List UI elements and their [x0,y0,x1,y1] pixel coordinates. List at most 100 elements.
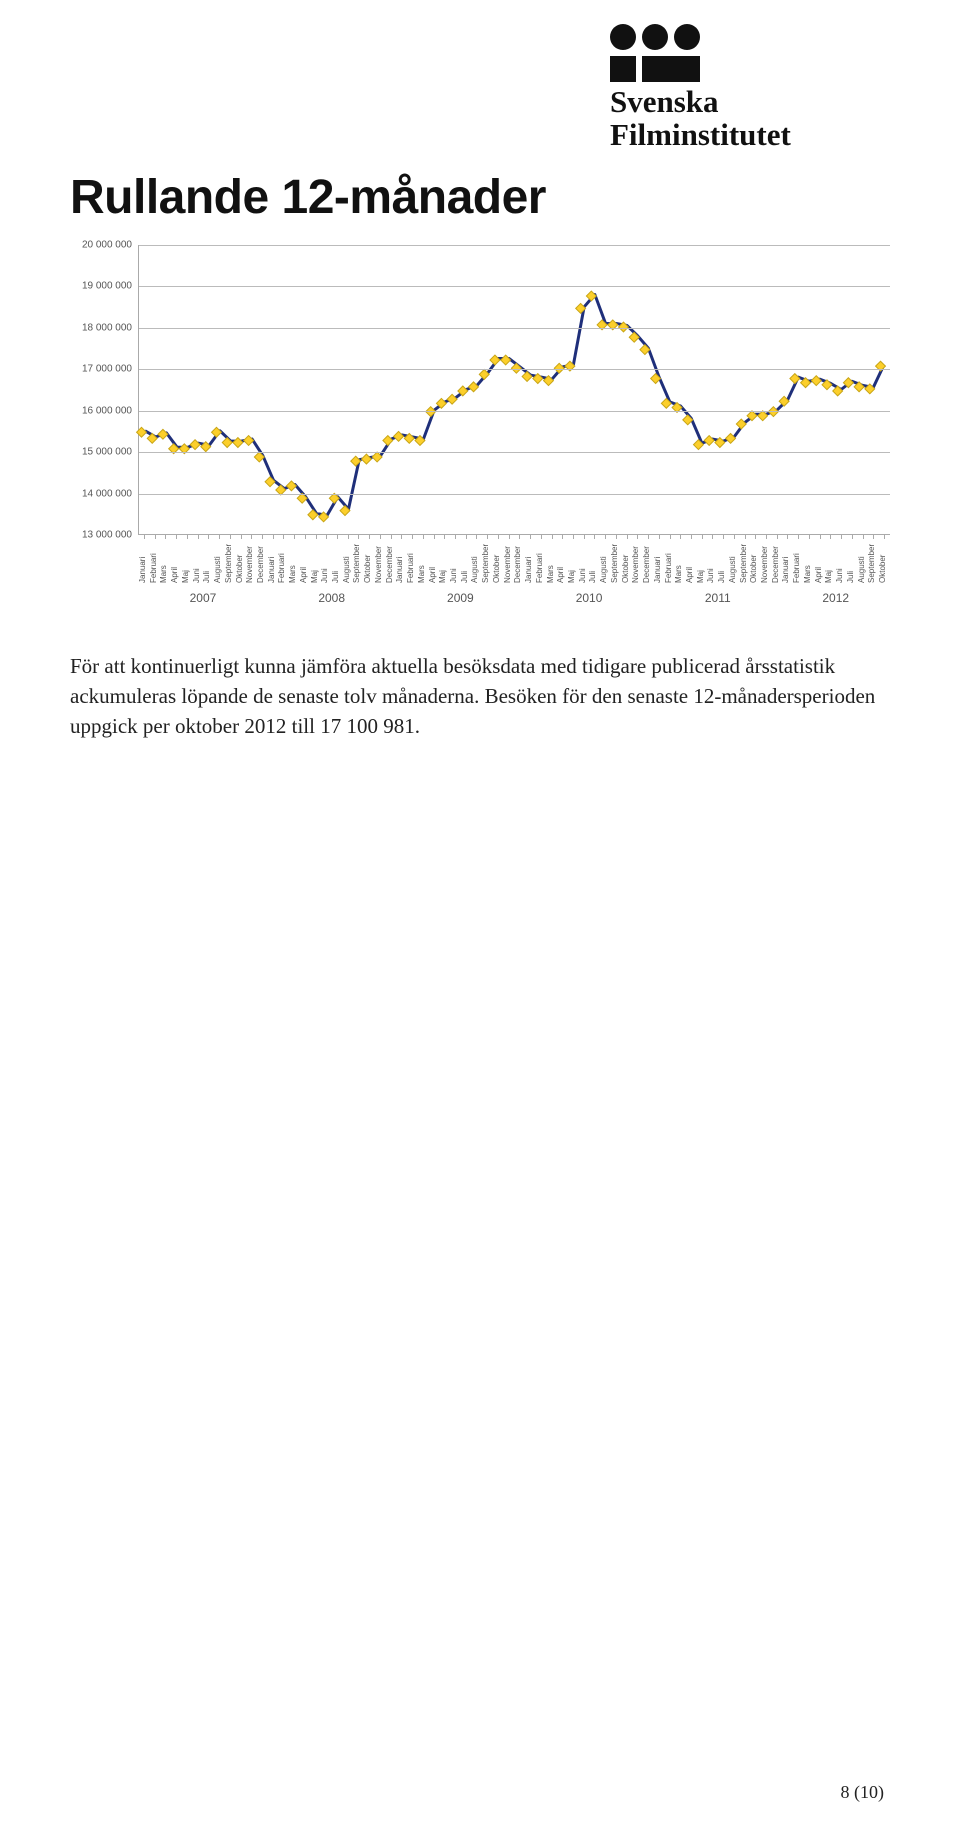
chart-marker [586,291,596,301]
chart-x-month-label: September [481,544,490,583]
chart-x-month-label: December [513,546,522,583]
chart-y-tick-label: 14 000 000 [82,488,132,499]
chart-x-tick [326,535,327,539]
chart-x-axis: JanuariFebruariMarsAprilMajJuniJuliAugus… [138,535,890,605]
chart-x-tick [391,535,392,539]
chart-marker [490,355,500,365]
chart-x-tick [670,535,671,539]
chart-x-month-label: April [556,567,565,583]
chart-marker [394,431,404,441]
chart-x-year-label: 2011 [705,591,731,605]
chart-marker [501,355,511,365]
chart-x-month-label: Februari [277,553,286,583]
chart-x-month-label: September [739,544,748,583]
chart-x-tick [251,535,252,539]
chart-x-month-label: Maj [696,570,705,583]
chart-x-month-label: Februari [535,553,544,583]
chart-x-month-label: Februari [792,553,801,583]
chart-x-tick [863,535,864,539]
chart-x-month-label: Maj [310,570,319,583]
chart-y-axis: 13 000 00014 000 00015 000 00016 000 000… [70,245,138,535]
chart-marker [736,419,746,429]
chart-x-tick [594,535,595,539]
chart-x-tick [745,535,746,539]
chart-x-month-label: September [224,544,233,583]
logo-dot-icon [674,24,700,50]
chart-x-tick [552,535,553,539]
chart-x-month-label: Januari [653,557,662,583]
chart-x-tick [627,535,628,539]
chart-marker [522,372,532,382]
chart-x-tick [455,535,456,539]
chart-x-month-label: Juli [717,571,726,583]
chart-x-tick [262,535,263,539]
chart-marker [447,394,457,404]
chart-x-tick [434,535,435,539]
body-paragraph: För att kontinuerligt kunna jämföra aktu… [70,651,890,741]
chart-x-tick [198,535,199,539]
chart-x-tick [369,535,370,539]
chart-x-tick [241,535,242,539]
chart-x-month-label: Mars [288,565,297,583]
chart-x-month-label: Oktober [235,555,244,583]
chart-x-tick [798,535,799,539]
chart-x-month-label: Mars [159,565,168,583]
chart-marker [790,374,800,384]
chart-x-tick [830,535,831,539]
chart-x-month-label: Augusti [342,556,351,583]
chart-x-tick [337,535,338,539]
logo-dot-icon [610,24,636,50]
chart-x-month-label: Juli [202,571,211,583]
chart-x-month-label: Juni [706,568,715,583]
logo-mark-row [610,56,870,82]
chart-marker [833,386,843,396]
chart-x-tick [637,535,638,539]
chart-y-tick-label: 16 000 000 [82,405,132,416]
chart-x-month-label: April [685,567,694,583]
chart-x-month-label: Januari [395,557,404,583]
chart-x-month-label: November [245,546,254,583]
chart-x-month-label: Januari [524,557,533,583]
chart-x-month-label: Juni [320,568,329,583]
chart-x-tick [412,535,413,539]
chart-x-month-label: Maj [438,570,447,583]
chart-marker [147,433,157,443]
chart-marker [554,363,564,373]
chart-x-month-label: Februari [406,553,415,583]
chart-x-month-label: April [814,567,823,583]
chart-x-tick [165,535,166,539]
chart-marker [233,438,243,448]
chart-x-year-label: 2007 [190,591,217,605]
chart-x-tick [723,535,724,539]
chart-x-month-label: Februari [149,553,158,583]
chart-x-month-label: April [299,567,308,583]
chart-x-tick [787,535,788,539]
chart-x-tick [691,535,692,539]
chart-x-tick [584,535,585,539]
chart-x-month-label: Oktober [749,555,758,583]
chart-x-month-label: November [631,546,640,583]
chart-x-tick [144,535,145,539]
page-number: 8 (10) [841,1782,885,1803]
chart-x-month-label: December [256,546,265,583]
chart-x-tick [573,535,574,539]
chart-x-tick [530,535,531,539]
chart-x-tick [841,535,842,539]
chart-gridline [139,411,890,412]
chart-gridline [139,494,890,495]
chart-x-tick [219,535,220,539]
chart-x-year-label: 2009 [447,591,474,605]
chart-x-tick [884,535,885,539]
chart-x-tick [208,535,209,539]
chart-gridline [139,328,890,329]
chart-x-month-label: Juli [331,571,340,583]
chart-x-month-label: Mars [546,565,555,583]
logo: Svenska Filminstitutet [610,24,870,151]
chart-x-tick [605,535,606,539]
chart-x-tick [498,535,499,539]
chart-x-tick [777,535,778,539]
chart-x-month-label: Juni [192,568,201,583]
chart-x-month-label: Mars [803,565,812,583]
chart-marker [758,411,768,421]
chart-x-tick [176,535,177,539]
